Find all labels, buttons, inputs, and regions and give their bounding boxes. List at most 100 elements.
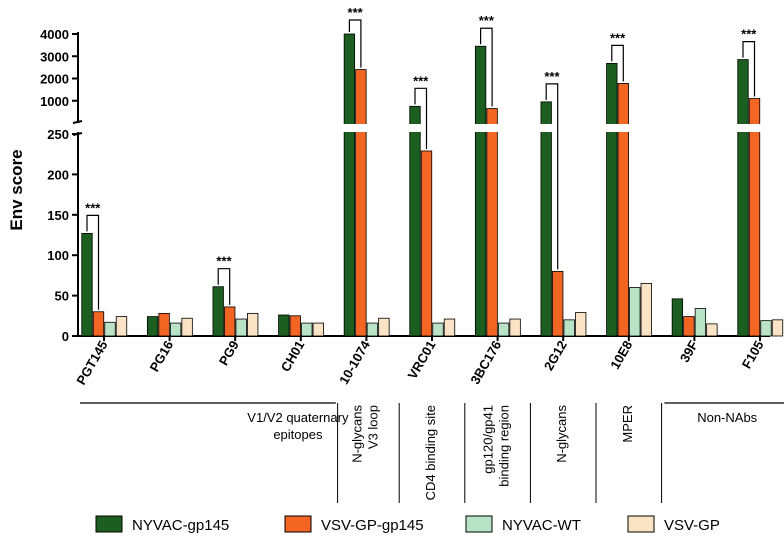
significance-label: *** (216, 254, 232, 269)
bar-break-gap (485, 124, 499, 132)
y-tick-label: 250 (47, 127, 69, 142)
bar (312, 322, 324, 337)
bar (671, 298, 684, 337)
group-label: epitopes (273, 427, 323, 442)
x-tick-label: VRC01 (405, 338, 439, 382)
legend-swatch (284, 515, 312, 533)
y-tick-label: 50 (55, 289, 69, 304)
x-tick-labels: PGT145 PG16 PG9 CH01 10-1074 VRC01 3BC176 2G12 1… (73, 336, 767, 387)
bars (81, 33, 784, 337)
legend-label: NYVAC-WT (502, 517, 581, 534)
bar (278, 314, 290, 337)
bar (706, 323, 718, 337)
x-tick-label: 2G12 (541, 338, 570, 373)
x-tick-label: F105 (739, 338, 767, 371)
bar (540, 101, 552, 337)
bar (617, 82, 629, 337)
bar (629, 287, 641, 337)
significance-markers: *** *** *** *** *** *** *** *** (85, 5, 757, 310)
group-label: gp120/gp41 (481, 405, 496, 474)
legend-label: NYVAC-gp145 (132, 517, 229, 534)
x-tick-label: 39F (677, 338, 701, 365)
bar (443, 318, 456, 337)
bar (474, 45, 487, 337)
bar (104, 321, 116, 337)
bar (247, 312, 259, 337)
group-label: binding region (497, 405, 512, 487)
legend-swatch (627, 515, 655, 533)
bar (748, 98, 761, 337)
bar-break-gap (736, 124, 750, 132)
bar (552, 270, 564, 337)
bar (301, 322, 313, 337)
bar (737, 59, 749, 337)
bar-break-gap (354, 124, 368, 132)
y-tick-label: 4000 (40, 27, 69, 42)
legend-label: VSV-GP-gp145 (321, 517, 424, 534)
x-tick-label: CH01 (278, 338, 308, 374)
x-tick-label: 10-1074 (336, 337, 373, 386)
bar (289, 315, 301, 337)
bar (683, 316, 695, 337)
significance-bracket (480, 27, 493, 107)
group-label: V3 loop (365, 405, 380, 449)
group-label: MPER (620, 405, 635, 443)
bar (409, 105, 421, 337)
significance-label: *** (544, 69, 560, 84)
y-tick-label: 200 (47, 167, 69, 182)
y-tick-label: 150 (47, 208, 69, 223)
bar (771, 319, 784, 337)
bar-break-gap (474, 124, 487, 132)
group-label: Non-NAbs (697, 410, 757, 425)
x-tick-label: PG9 (216, 338, 242, 368)
significance-bracket (414, 87, 428, 149)
significance-bracket (742, 40, 756, 97)
bar (760, 320, 772, 337)
significance-label: *** (348, 5, 364, 20)
bar (343, 33, 356, 337)
y-tick-label: 3000 (40, 49, 69, 64)
y-tick-label: 2000 (40, 72, 69, 87)
bar-break-gap (408, 124, 422, 132)
significance-bracket (545, 83, 559, 270)
bar (694, 308, 707, 337)
bar (181, 317, 193, 337)
bar (212, 286, 224, 337)
significance-label: *** (85, 200, 101, 215)
x-tick-label: 3BC176 (467, 338, 504, 387)
bar (420, 150, 433, 337)
bar (606, 62, 618, 337)
y-tick-label: 100 (47, 248, 69, 263)
bar (81, 232, 93, 337)
bar-break-gap (617, 124, 630, 132)
bar-break-gap (748, 124, 761, 132)
axis-break-mark (72, 120, 83, 124)
legend-label: VSV-GP (664, 517, 720, 534)
bar (146, 316, 159, 337)
bar (158, 312, 170, 337)
x-tick-label: PGT145 (73, 338, 110, 387)
significance-bracket (217, 268, 231, 305)
axes: 0 50 100 150 200 250 1000 2000 3000 4000 (40, 27, 770, 344)
significance-label: *** (741, 27, 757, 42)
x-tick-label: 10E8 (607, 338, 635, 372)
bar (224, 306, 236, 337)
legend-swatch (465, 515, 493, 533)
bar (235, 318, 247, 337)
bar (432, 322, 444, 337)
y-axis-label: Env score (7, 149, 26, 230)
significance-label: *** (413, 73, 429, 88)
significance-label: *** (610, 30, 626, 45)
bar (355, 69, 367, 337)
bar-break-gap (605, 124, 619, 132)
legend-swatch (95, 515, 123, 533)
group-label: N-glycans (554, 405, 569, 463)
significance-label: *** (479, 13, 495, 28)
bar (509, 318, 521, 337)
group-label: CD4 binding site (423, 405, 438, 500)
significance-bracket (348, 19, 362, 68)
group-label: N-glycans (349, 405, 364, 463)
significance-bracket (611, 44, 624, 82)
